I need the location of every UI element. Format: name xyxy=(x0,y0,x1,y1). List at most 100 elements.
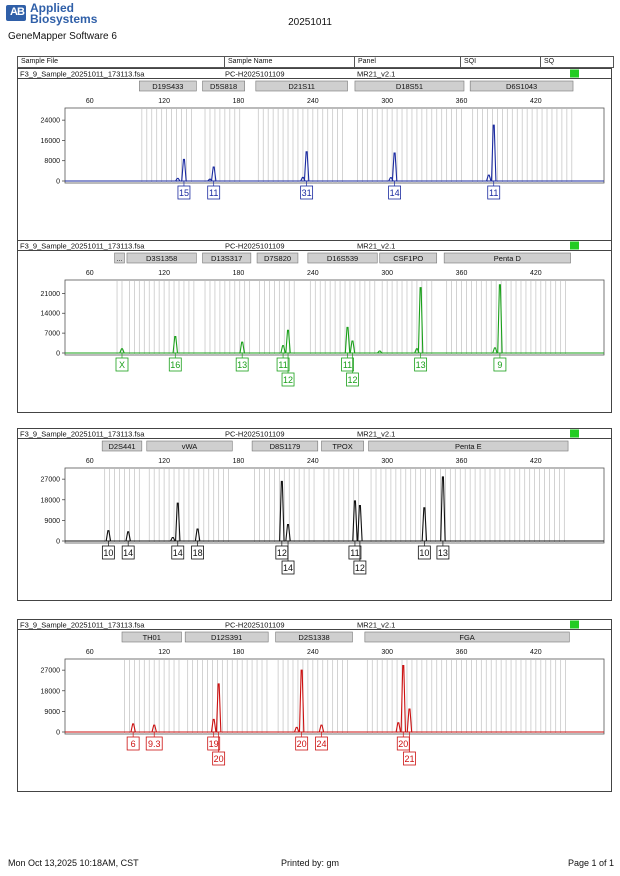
allele-call-box[interactable] xyxy=(235,357,249,372)
peak[interactable] xyxy=(125,531,131,542)
peak[interactable] xyxy=(492,347,498,354)
allele-call-box[interactable] xyxy=(168,357,182,372)
allele-call-box[interactable] xyxy=(403,751,416,766)
peak[interactable] xyxy=(406,708,413,733)
allele-call-box[interactable] xyxy=(315,736,328,751)
peak[interactable] xyxy=(172,335,179,354)
peak[interactable] xyxy=(105,530,112,542)
electropherogram-panel-1[interactable]: F3_9_Sample_20251011_173113.fsa PC-H20251… xyxy=(17,68,612,241)
peak[interactable] xyxy=(130,723,136,733)
col-sq[interactable]: SQ xyxy=(544,58,555,65)
peak[interactable] xyxy=(414,348,420,354)
allele-call-box[interactable] xyxy=(417,545,431,560)
allele-call-box[interactable] xyxy=(191,545,204,560)
allele-call-box[interactable] xyxy=(276,357,290,372)
peak[interactable] xyxy=(352,500,358,542)
allele-call-box[interactable] xyxy=(207,185,221,200)
peak[interactable] xyxy=(417,287,424,354)
locus-marker[interactable] xyxy=(379,252,438,264)
allele-call-box[interactable] xyxy=(207,736,221,751)
peak[interactable] xyxy=(497,284,503,354)
locus-marker[interactable] xyxy=(321,440,364,452)
allele-call-box[interactable] xyxy=(171,545,185,560)
locus-marker[interactable] xyxy=(126,252,197,264)
allele-call-box[interactable] xyxy=(101,545,115,560)
plot-area[interactable] xyxy=(64,467,605,544)
electropherogram-panel-4[interactable]: F3_9_Sample_20251011_173113.fsa PC-H20251… xyxy=(17,619,612,792)
locus-marker[interactable] xyxy=(307,252,378,264)
allele-call-box[interactable] xyxy=(341,357,354,372)
peak[interactable] xyxy=(175,177,181,182)
allele-call-box[interactable] xyxy=(436,545,450,560)
col-sqi[interactable]: SQI xyxy=(464,58,477,65)
locus-marker[interactable] xyxy=(139,80,197,92)
peak[interactable] xyxy=(210,718,217,733)
electropherogram-panel-2[interactable]: F3_9_Sample_20251011_173113.fsa PC-H20251… xyxy=(17,240,612,413)
peak[interactable] xyxy=(395,722,402,733)
peak[interactable] xyxy=(357,504,363,542)
electropherogram-panel-3[interactable]: F3_9_Sample_20251011_173113.fsa PC-H20251… xyxy=(17,428,612,601)
peak[interactable] xyxy=(388,177,394,182)
allele-call-box[interactable] xyxy=(300,185,314,200)
allele-call-box[interactable] xyxy=(121,545,135,560)
peak[interactable] xyxy=(391,152,398,182)
allele-call-box[interactable] xyxy=(295,736,309,751)
locus-marker[interactable] xyxy=(202,252,252,264)
peak[interactable] xyxy=(279,480,285,542)
locus-marker[interactable] xyxy=(114,252,125,264)
peak[interactable] xyxy=(210,166,217,182)
allele-call-box[interactable] xyxy=(126,736,140,751)
allele-call-box[interactable] xyxy=(414,357,428,372)
col-panel[interactable]: Panel xyxy=(358,58,376,65)
allele-call-box[interactable] xyxy=(145,736,163,751)
allele-call-box[interactable] xyxy=(493,357,507,372)
peak[interactable] xyxy=(151,724,157,733)
locus-marker[interactable] xyxy=(255,80,348,92)
peak[interactable] xyxy=(194,528,201,542)
peak[interactable] xyxy=(300,176,306,182)
peak[interactable] xyxy=(175,502,181,542)
locus-marker[interactable] xyxy=(202,80,245,92)
locus-marker[interactable] xyxy=(121,631,182,643)
locus-marker[interactable] xyxy=(251,440,319,452)
plot-area[interactable] xyxy=(64,658,605,735)
locus-marker[interactable] xyxy=(469,80,574,92)
peak[interactable] xyxy=(400,665,407,733)
peak[interactable] xyxy=(344,326,351,354)
locus-marker[interactable] xyxy=(256,252,299,264)
peak[interactable] xyxy=(181,158,187,182)
allele-call-box[interactable] xyxy=(281,560,295,575)
col-sample-file[interactable]: Sample File xyxy=(21,58,58,65)
peak[interactable] xyxy=(298,669,305,733)
peak[interactable] xyxy=(280,345,286,354)
locus-marker[interactable] xyxy=(275,631,353,643)
allele-call-box[interactable] xyxy=(281,372,295,387)
peak[interactable] xyxy=(318,724,325,733)
locus-marker[interactable] xyxy=(184,631,269,643)
peak[interactable] xyxy=(377,350,383,354)
plot-area[interactable] xyxy=(64,279,605,356)
peak[interactable] xyxy=(440,476,446,542)
locus-marker[interactable] xyxy=(354,80,465,92)
locus-marker[interactable] xyxy=(364,631,570,643)
allele-call-box[interactable] xyxy=(177,185,191,200)
locus-marker[interactable] xyxy=(368,440,569,452)
peak[interactable] xyxy=(285,523,291,542)
allele-call-box[interactable] xyxy=(346,372,359,387)
locus-marker[interactable] xyxy=(146,440,233,452)
plot-area[interactable] xyxy=(64,107,605,184)
peak[interactable] xyxy=(215,683,222,733)
peak[interactable] xyxy=(239,341,245,354)
locus-marker[interactable] xyxy=(101,440,143,452)
locus-marker[interactable] xyxy=(443,252,571,264)
allele-call-box[interactable] xyxy=(115,357,129,372)
peak[interactable] xyxy=(285,329,291,354)
allele-call-box[interactable] xyxy=(388,185,401,200)
allele-call-box[interactable] xyxy=(212,751,226,766)
allele-call-box[interactable] xyxy=(487,185,501,200)
col-sample-name[interactable]: Sample Name xyxy=(228,58,273,65)
peak[interactable] xyxy=(207,178,213,182)
peak[interactable] xyxy=(303,151,310,182)
allele-call-box[interactable] xyxy=(353,560,367,575)
peak[interactable] xyxy=(170,537,176,542)
